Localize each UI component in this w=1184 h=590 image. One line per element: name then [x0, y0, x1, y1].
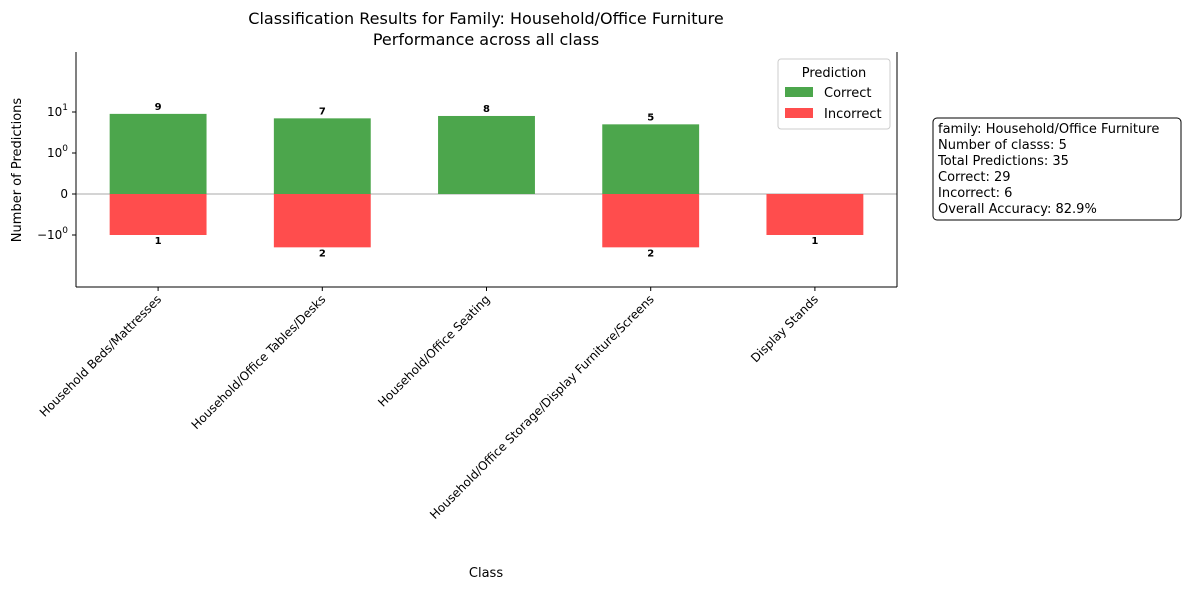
y-tick-label: 101: [47, 103, 68, 119]
info-line-classes: Number of classs: 5: [938, 138, 1067, 153]
info-line-correct: Correct: 29: [938, 170, 1011, 185]
data-label-incorrect: 2: [647, 248, 654, 259]
bar-incorrect: [109, 194, 207, 235]
bar-correct: [438, 115, 535, 194]
data-labels: 9 1 7 2 8 5 2 1: [155, 102, 819, 259]
info-box: family: Household/Office Furniture Numbe…: [932, 117, 1182, 221]
bar-incorrect: [766, 194, 864, 235]
legend-label-correct: Correct: [824, 86, 871, 101]
y-tick-label: 0: [60, 187, 68, 201]
legend: Prediction Correct Incorrect: [777, 58, 891, 130]
data-label-correct: 9: [155, 102, 162, 113]
data-label-correct: 7: [319, 106, 326, 117]
bar-correct: [273, 118, 371, 194]
info-line-total: Total Predictions: 35: [937, 154, 1069, 169]
x-axis-label: Class: [469, 566, 503, 581]
x-tick-label: Household/Office Seating: [375, 292, 492, 409]
bar-correct: [109, 113, 207, 194]
bar-incorrect: [602, 194, 700, 248]
x-tick-label: Household Beds/Mattresses: [37, 292, 164, 419]
data-label-correct: 5: [647, 112, 654, 123]
y-tick-label: −100: [37, 226, 68, 242]
x-ticks: Household Beds/Mattresses Household/Offic…: [37, 287, 821, 522]
info-line-family: family: Household/Office Furniture: [938, 122, 1159, 137]
info-line-incorrect: Incorrect: 6: [938, 186, 1012, 201]
bar-incorrect: [273, 194, 371, 248]
x-tick-label: Display Stands: [748, 292, 821, 365]
bar-correct: [602, 124, 700, 194]
legend-label-incorrect: Incorrect: [824, 107, 882, 122]
y-axis-label: Number of Predictions: [10, 98, 25, 243]
bars-group: [76, 113, 897, 248]
y-ticks: −100 0 100 101: [37, 103, 76, 242]
y-tick-label: 100: [47, 144, 68, 160]
x-tick-label: Household/Office Tables/Desks: [189, 292, 329, 432]
chart-subtitle: Performance across all class: [373, 30, 599, 49]
data-label-incorrect: 1: [811, 236, 818, 247]
legend-swatch-incorrect: [785, 108, 813, 118]
legend-title: Prediction: [802, 66, 867, 81]
data-label-incorrect: 1: [155, 236, 162, 247]
legend-swatch-correct: [785, 87, 813, 97]
info-box-frame: [932, 117, 1182, 221]
data-label-correct: 8: [483, 104, 490, 115]
data-label-incorrect: 2: [319, 248, 326, 259]
chart-title: Classification Results for Family: House…: [248, 9, 723, 28]
info-line-accuracy: Overall Accuracy: 82.9%: [938, 202, 1097, 217]
